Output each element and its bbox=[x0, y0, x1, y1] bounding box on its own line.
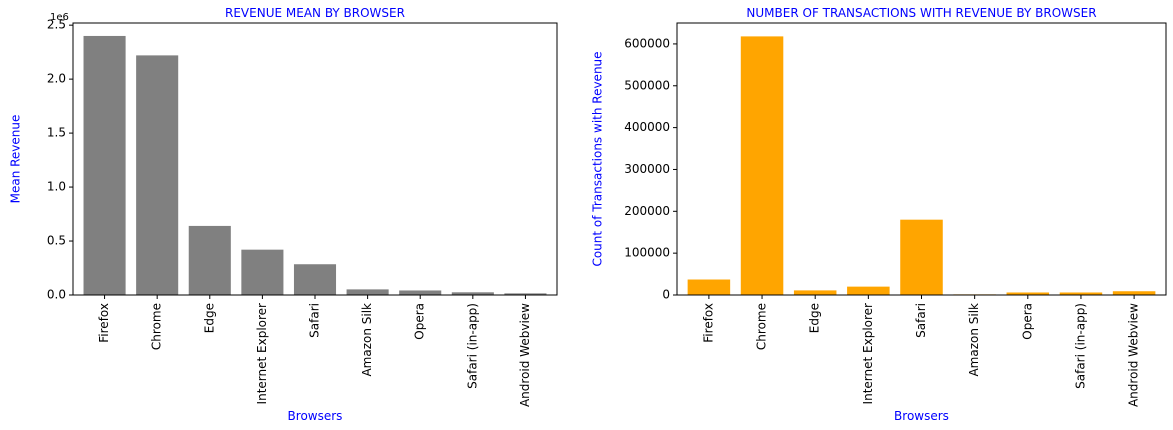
y-tick-label: 1.5 bbox=[47, 126, 66, 140]
bar-safari bbox=[293, 264, 337, 295]
bar-firefox bbox=[687, 279, 731, 295]
bar-firefox bbox=[83, 35, 126, 295]
x-tick-label: Chrome bbox=[755, 303, 769, 350]
bar-android-webview bbox=[504, 293, 547, 295]
x-tick-label: Amazon Silk bbox=[967, 303, 981, 377]
ticks: Firefox Chrome Edge Internet Explorer Safari… bbox=[624, 36, 1140, 407]
y-tick-label: 0.0 bbox=[47, 288, 66, 302]
x-axis-label: Browsers bbox=[894, 409, 949, 423]
bars bbox=[687, 36, 1156, 295]
x-tick-label: Edge bbox=[202, 303, 216, 333]
plot-frame bbox=[72, 22, 558, 296]
x-tick-label: Internet Explorer bbox=[861, 303, 875, 404]
bar-opera bbox=[1006, 292, 1050, 295]
y-tick-label: 2.0 bbox=[47, 72, 66, 86]
y-tick-label: 400000 bbox=[624, 120, 670, 134]
plot-frame bbox=[676, 22, 1167, 296]
transaction-count-chart: NUMBER OF TRANSACTIONS WITH REVENUE BY B… bbox=[591, 6, 1167, 423]
x-tick-label: Amazon Silk bbox=[360, 303, 374, 377]
y-tick-label: 0 bbox=[662, 288, 670, 302]
bar-chrome bbox=[136, 55, 179, 295]
y-axis-offset-label: 1e6 bbox=[50, 12, 69, 23]
y-tick-label: 2.5 bbox=[47, 18, 66, 32]
x-tick-label: Safari (in-app) bbox=[465, 303, 479, 389]
y-tick-label: 100000 bbox=[624, 246, 670, 260]
x-tick-label: Opera bbox=[1020, 303, 1034, 340]
bar-internet-explorer bbox=[847, 286, 890, 295]
y-tick-label: 500000 bbox=[624, 78, 670, 92]
x-tick-label: Safari (in-app) bbox=[1073, 303, 1087, 389]
ticks: Firefox Chrome Edge Internet Explorer Safari… bbox=[47, 18, 532, 407]
bar-android-webview bbox=[1112, 291, 1156, 295]
y-axis-label: Mean Revenue bbox=[9, 115, 23, 204]
y-tick-label: 300000 bbox=[624, 162, 670, 176]
revenue-mean-chart: REVENUE MEAN BY BROWSER Browsers Mean Re… bbox=[9, 6, 558, 423]
x-tick-label: Opera bbox=[413, 303, 427, 340]
y-axis-label: Count of Transactions with Revenue bbox=[591, 51, 605, 266]
chart-title: REVENUE MEAN BY BROWSER bbox=[225, 6, 405, 20]
x-tick-label: Firefox bbox=[701, 303, 715, 343]
bar-safari-in-app bbox=[451, 292, 494, 295]
x-tick-label: Internet Explorer bbox=[255, 303, 269, 404]
bar-amazon-silk bbox=[346, 289, 389, 295]
y-tick-label: 1.0 bbox=[47, 180, 66, 194]
y-tick-label: 200000 bbox=[624, 204, 670, 218]
bar-internet-explorer bbox=[241, 249, 284, 295]
x-tick-label: Android Webview bbox=[1127, 303, 1141, 407]
bar-safari-in-app bbox=[1059, 292, 1103, 295]
bar-opera bbox=[399, 290, 442, 295]
x-tick-label: Safari bbox=[914, 303, 928, 338]
x-axis-label: Browsers bbox=[288, 409, 343, 423]
y-tick-label: 0.5 bbox=[47, 234, 66, 248]
y-tick-label: 600000 bbox=[624, 36, 670, 50]
bar-edge bbox=[188, 225, 231, 295]
x-tick-label: Edge bbox=[808, 303, 822, 333]
bar-chrome bbox=[740, 36, 784, 295]
x-tick-label: Safari bbox=[308, 303, 322, 338]
bar-edge bbox=[793, 290, 837, 295]
x-tick-label: Android Webview bbox=[518, 303, 532, 407]
bar-safari bbox=[900, 219, 943, 295]
bars bbox=[83, 35, 547, 295]
x-tick-label: Chrome bbox=[150, 303, 164, 350]
chart-title: NUMBER OF TRANSACTIONS WITH REVENUE BY B… bbox=[746, 6, 1096, 20]
x-tick-label: Firefox bbox=[97, 303, 111, 343]
